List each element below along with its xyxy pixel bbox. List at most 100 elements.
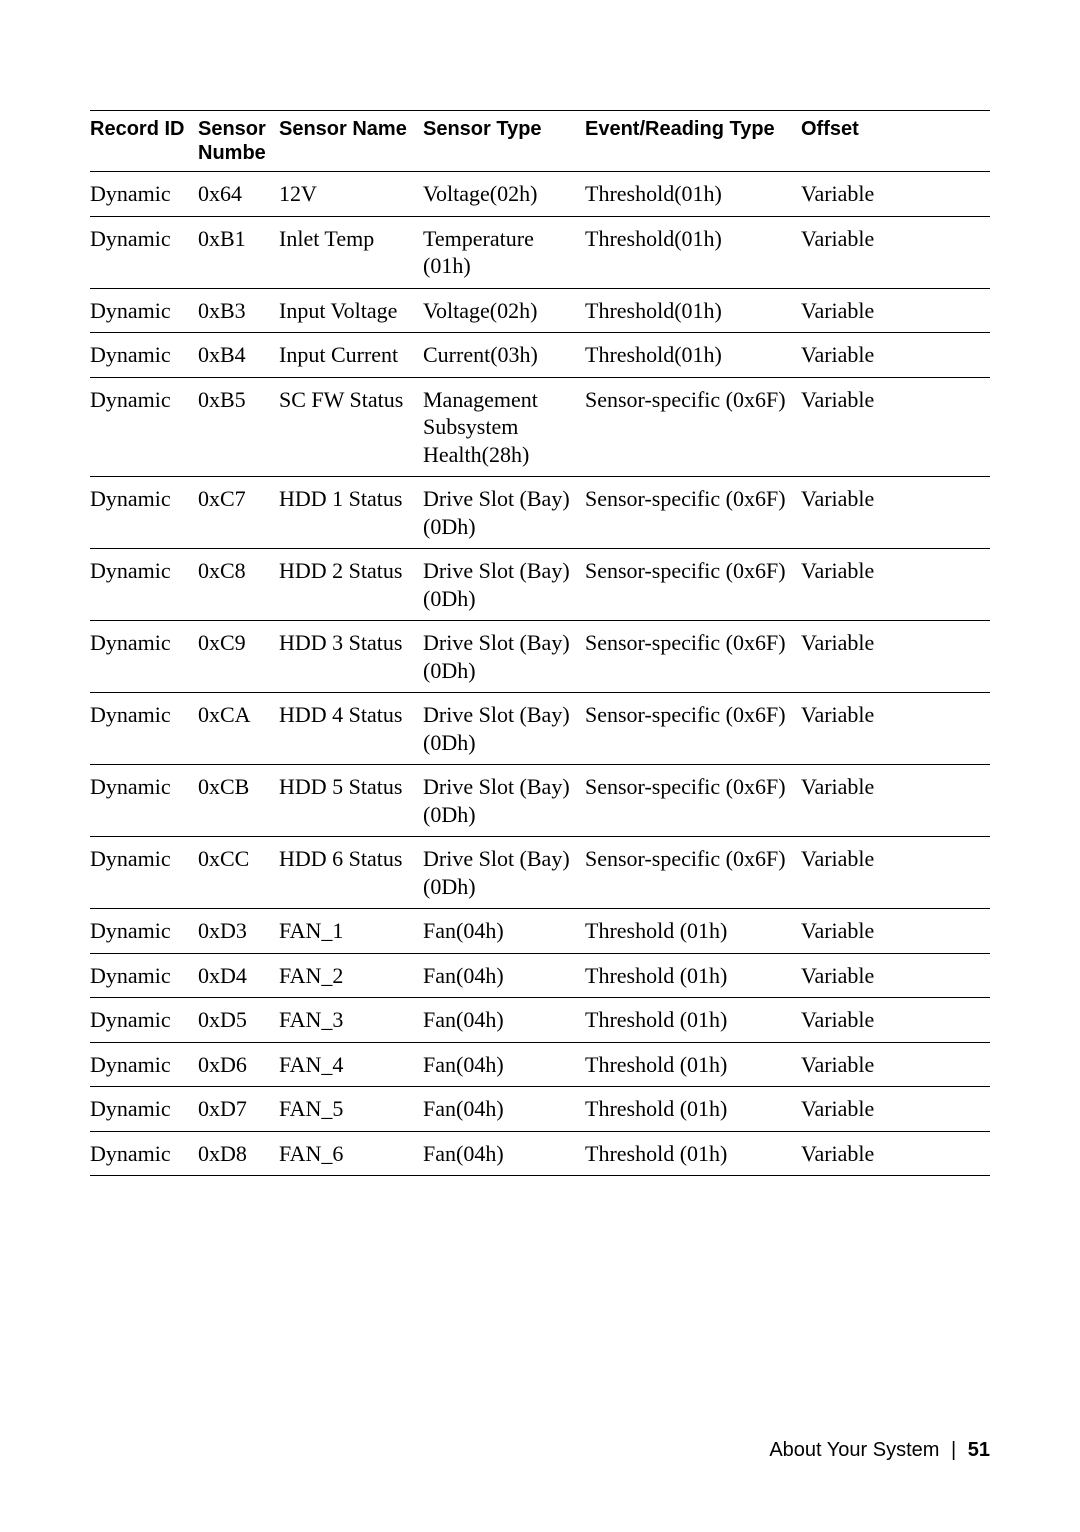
cell-record-id: Dynamic <box>90 909 198 954</box>
cell-sensor-type: Management Subsystem Health(28h) <box>423 377 585 477</box>
cell-offset: Variable <box>801 1087 990 1132</box>
cell-event-type: Threshold (01h) <box>585 1131 801 1176</box>
cell-event-type: Sensor-specific (0x6F) <box>585 765 801 837</box>
cell-sensor-type: Fan(04h) <box>423 998 585 1043</box>
cell-sensor-type: Voltage(02h) <box>423 288 585 333</box>
cell-event-type: Threshold (01h) <box>585 909 801 954</box>
cell-sensor-number: 0xCB <box>198 765 279 837</box>
table-row: Dynamic0xC9HDD 3 StatusDrive Slot (Bay)(… <box>90 621 990 693</box>
cell-offset: Variable <box>801 621 990 693</box>
cell-event-type: Threshold (01h) <box>585 998 801 1043</box>
table-row: Dynamic0xB4Input CurrentCurrent(03h)Thre… <box>90 333 990 378</box>
cell-sensor-type: Fan(04h) <box>423 953 585 998</box>
cell-sensor-type: Drive Slot (Bay)(0Dh) <box>423 477 585 549</box>
cell-sensor-type: Voltage(02h) <box>423 172 585 217</box>
cell-sensor-number: 0xC7 <box>198 477 279 549</box>
cell-record-id: Dynamic <box>90 477 198 549</box>
cell-offset: Variable <box>801 1131 990 1176</box>
cell-sensor-number: 0xD4 <box>198 953 279 998</box>
cell-event-type: Sensor-specific (0x6F) <box>585 477 801 549</box>
cell-offset: Variable <box>801 837 990 909</box>
cell-offset: Variable <box>801 477 990 549</box>
table-row: Dynamic0xB3Input VoltageVoltage(02h)Thre… <box>90 288 990 333</box>
cell-sensor-type: Drive Slot (Bay)(0Dh) <box>423 693 585 765</box>
footer-section: About Your System <box>769 1439 939 1461</box>
cell-record-id: Dynamic <box>90 216 198 288</box>
cell-event-type: Sensor-specific (0x6F) <box>585 549 801 621</box>
cell-sensor-number: 0xCC <box>198 837 279 909</box>
cell-sensor-type: Drive Slot (Bay)(0Dh) <box>423 621 585 693</box>
cell-event-type: Threshold(01h) <box>585 333 801 378</box>
cell-sensor-name: HDD 6 Status <box>279 837 423 909</box>
cell-offset: Variable <box>801 288 990 333</box>
cell-record-id: Dynamic <box>90 288 198 333</box>
table-header-row: Record ID Sensor Numbe Sensor Name Senso… <box>90 111 990 172</box>
cell-sensor-number: 0xB5 <box>198 377 279 477</box>
cell-sensor-name: FAN_1 <box>279 909 423 954</box>
col-header-offset: Offset <box>801 111 990 172</box>
table-row: Dynamic0xD3FAN_1Fan(04h)Threshold (01h)V… <box>90 909 990 954</box>
cell-sensor-type: Drive Slot (Bay)(0Dh) <box>423 765 585 837</box>
table-row: Dynamic0xCCHDD 6 StatusDrive Slot (Bay)(… <box>90 837 990 909</box>
cell-record-id: Dynamic <box>90 333 198 378</box>
cell-sensor-name: FAN_4 <box>279 1042 423 1087</box>
cell-sensor-number: 0xC8 <box>198 549 279 621</box>
cell-record-id: Dynamic <box>90 621 198 693</box>
cell-sensor-type: Drive Slot (Bay)(0Dh) <box>423 549 585 621</box>
cell-event-type: Threshold(01h) <box>585 216 801 288</box>
cell-sensor-name: HDD 5 Status <box>279 765 423 837</box>
cell-record-id: Dynamic <box>90 377 198 477</box>
cell-offset: Variable <box>801 909 990 954</box>
cell-sensor-number: 0xB4 <box>198 333 279 378</box>
cell-sensor-number: 0xD5 <box>198 998 279 1043</box>
col-header-record-id: Record ID <box>90 111 198 172</box>
col-header-sensor-name: Sensor Name <box>279 111 423 172</box>
table-row: Dynamic0xD8FAN_6Fan(04h)Threshold (01h)V… <box>90 1131 990 1176</box>
cell-record-id: Dynamic <box>90 1087 198 1132</box>
cell-sensor-number: 0xB1 <box>198 216 279 288</box>
cell-sensor-number: 0xB3 <box>198 288 279 333</box>
table-row: Dynamic0xB1Inlet TempTemperature (01h)Th… <box>90 216 990 288</box>
cell-sensor-type: Fan(04h) <box>423 1087 585 1132</box>
cell-sensor-name: FAN_3 <box>279 998 423 1043</box>
cell-offset: Variable <box>801 1042 990 1087</box>
cell-sensor-name: Inlet Temp <box>279 216 423 288</box>
table-row: Dynamic0xD6FAN_4Fan(04h)Threshold (01h)V… <box>90 1042 990 1087</box>
cell-record-id: Dynamic <box>90 998 198 1043</box>
cell-record-id: Dynamic <box>90 549 198 621</box>
page-footer: About Your System | 51 <box>769 1439 990 1462</box>
cell-sensor-number: 0xCA <box>198 693 279 765</box>
cell-sensor-type: Fan(04h) <box>423 1131 585 1176</box>
cell-event-type: Threshold (01h) <box>585 953 801 998</box>
cell-record-id: Dynamic <box>90 172 198 217</box>
cell-sensor-number: 0xD3 <box>198 909 279 954</box>
col-header-sensor-number: Sensor Numbe <box>198 111 279 172</box>
table-row: Dynamic0xC7HDD 1 StatusDrive Slot (Bay)(… <box>90 477 990 549</box>
cell-record-id: Dynamic <box>90 765 198 837</box>
cell-sensor-name: FAN_5 <box>279 1087 423 1132</box>
cell-offset: Variable <box>801 549 990 621</box>
table-row: Dynamic0x6412VVoltage(02h)Threshold(01h)… <box>90 172 990 217</box>
cell-offset: Variable <box>801 765 990 837</box>
cell-event-type: Threshold(01h) <box>585 172 801 217</box>
cell-event-type: Sensor-specific (0x6F) <box>585 837 801 909</box>
table-row: Dynamic0xD7FAN_5Fan(04h)Threshold (01h)V… <box>90 1087 990 1132</box>
cell-sensor-name: Input Voltage <box>279 288 423 333</box>
cell-sensor-name: HDD 3 Status <box>279 621 423 693</box>
cell-sensor-number: 0x64 <box>198 172 279 217</box>
cell-event-type: Sensor-specific (0x6F) <box>585 621 801 693</box>
cell-sensor-name: Input Current <box>279 333 423 378</box>
cell-sensor-number: 0xD8 <box>198 1131 279 1176</box>
cell-sensor-number: 0xD7 <box>198 1087 279 1132</box>
cell-sensor-name: 12V <box>279 172 423 217</box>
table-row: Dynamic0xD4FAN_2Fan(04h)Threshold (01h)V… <box>90 953 990 998</box>
cell-sensor-number: 0xD6 <box>198 1042 279 1087</box>
cell-offset: Variable <box>801 172 990 217</box>
cell-offset: Variable <box>801 216 990 288</box>
table-row: Dynamic0xCAHDD 4 StatusDrive Slot (Bay)(… <box>90 693 990 765</box>
cell-event-type: Sensor-specific (0x6F) <box>585 693 801 765</box>
cell-sensor-name: HDD 1 Status <box>279 477 423 549</box>
cell-sensor-type: Fan(04h) <box>423 1042 585 1087</box>
cell-offset: Variable <box>801 333 990 378</box>
cell-sensor-type: Fan(04h) <box>423 909 585 954</box>
